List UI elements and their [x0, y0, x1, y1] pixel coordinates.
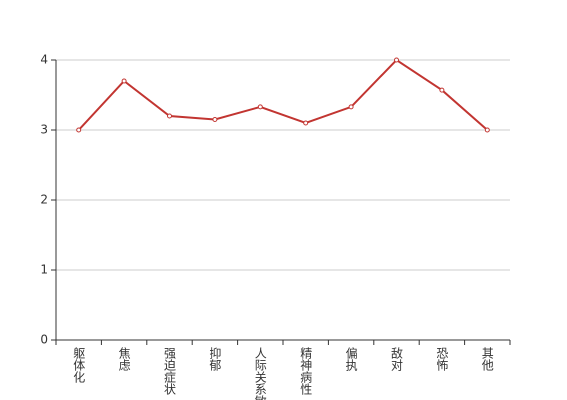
data-point	[439, 87, 445, 93]
x-tick-label: 躯体化	[72, 346, 86, 384]
data-line	[77, 58, 488, 131]
x-tick-label: 焦虑	[117, 347, 131, 371]
x-tick-label: 人际关系敏感	[253, 347, 267, 400]
x-tick-label: 其他	[480, 347, 494, 371]
x-tick-label: 偏执	[344, 346, 358, 372]
y-tick-label: 0	[40, 333, 48, 347]
y-tick-label: 4	[40, 53, 48, 67]
data-point	[348, 104, 354, 110]
x-tick-label: 敌对	[390, 346, 404, 371]
data-point	[212, 117, 218, 122]
data-point	[484, 127, 490, 133]
x-tick-label: 恐怖	[435, 347, 449, 371]
data-point	[303, 120, 309, 126]
x-tick-label: 精神病性	[299, 347, 313, 396]
data-point	[121, 78, 127, 84]
data-point	[394, 57, 399, 63]
data-point	[167, 113, 172, 119]
x-tick-label: 抑郁	[208, 346, 222, 372]
data-point	[76, 127, 82, 133]
data-point	[257, 104, 263, 110]
y-tick-label: 3	[40, 123, 48, 137]
y-tick-label: 1	[40, 263, 48, 277]
x-tick-label: 强迫症状	[163, 347, 177, 395]
y-tick-label: 2	[40, 193, 48, 207]
